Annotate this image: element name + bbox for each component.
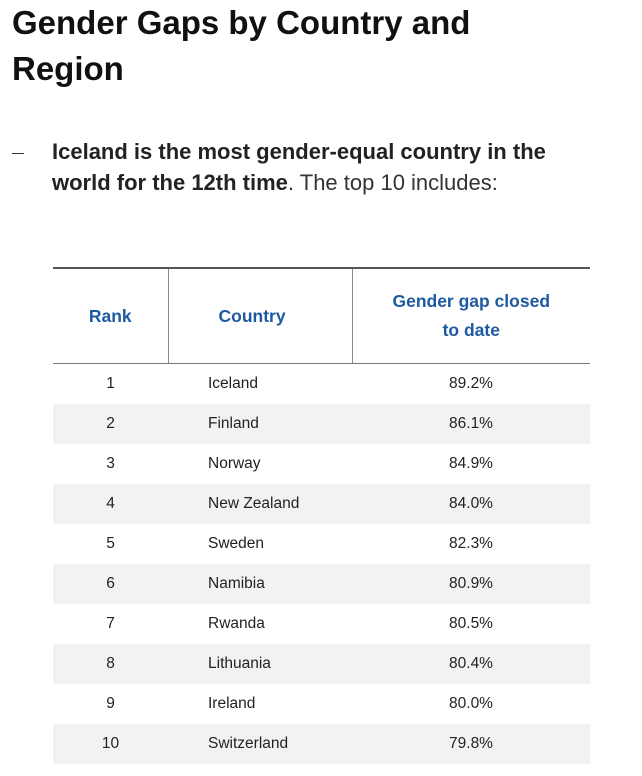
table-row: 7 Rwanda 80.5% [53,604,590,644]
country-cell: New Zealand [168,484,352,524]
rank-table: Rank Country Gender gap closed to date 1… [53,267,590,764]
rank-cell: 8 [53,644,168,684]
table-row: 8 Lithuania 80.4% [53,644,590,684]
page-title: Gender Gaps by Country and Region [12,4,471,87]
country-cell: Namibia [168,564,352,604]
table-row: 2 Finland 86.1% [53,404,590,444]
gap-cell: 79.8% [352,724,590,764]
gap-cell: 84.0% [352,484,590,524]
table-row: 6 Namibia 80.9% [53,564,590,604]
bullet-rest: . The top 10 includes: [287,170,498,195]
rank-cell: 4 [53,484,168,524]
rank-cell: 3 [106,455,115,472]
gap-cell: 86.1% [352,404,590,444]
rank-cell: 5 [106,535,115,552]
table-row: 3 Norway 84.9% [53,444,590,484]
table-row: 10 Switzerland 79.8% [53,724,590,764]
gap-cell: 82.3% [449,535,493,552]
bullet-bold: Iceland is the most gender-equal country… [52,139,546,195]
gap-cell: 80.9% [352,564,590,604]
country-cell: Finland [168,404,352,444]
table-row: 1 Iceland 89.2% [53,364,590,405]
column-header: Gender gap closed to date [351,267,590,364]
table-row: 9 Ireland 80.0% [53,684,590,724]
country-cell: Lithuania [168,644,352,684]
country-cell: Sweden [208,535,265,552]
gap-cell: 80.0% [449,695,493,712]
rank-cell: 9 [106,695,115,712]
bullet-text: Iceland is the most gender-equal country… [52,136,552,198]
table-row: 5 Sweden 82.3% [53,524,590,564]
table-body: 1 Iceland 89.2% 2 Finland 86.1% 3 Norway 84.9% 4 N… [53,364,590,764]
column-header-text: Gender gap closed to date [392,291,551,340]
country-cell: Norway [208,455,261,472]
rank-cell: 7 [106,615,115,632]
rank-cell: 2 [53,404,168,444]
country-cell: Iceland [208,375,258,392]
rank-cell: 6 [53,564,168,604]
rank-cell: 1 [106,375,115,392]
column-header: Rank [53,267,168,364]
column-header: Country [167,267,352,364]
gap-cell: 80.4% [352,644,590,684]
gap-cell: 89.2% [449,375,493,392]
gap-cell: 80.5% [449,615,493,632]
bullet-dash [12,153,24,154]
gap-cell: 84.9% [449,455,493,472]
rank-cell: 10 [53,724,168,764]
country-cell: Switzerland [168,724,352,764]
country-cell: Ireland [208,695,256,712]
header-row: Rank Country Gender gap closed to date [53,267,590,364]
country-cell: Rwanda [208,615,265,632]
table-head: Rank Country Gender gap closed to date [53,267,590,364]
table-row: 4 New Zealand 84.0% [53,484,590,524]
